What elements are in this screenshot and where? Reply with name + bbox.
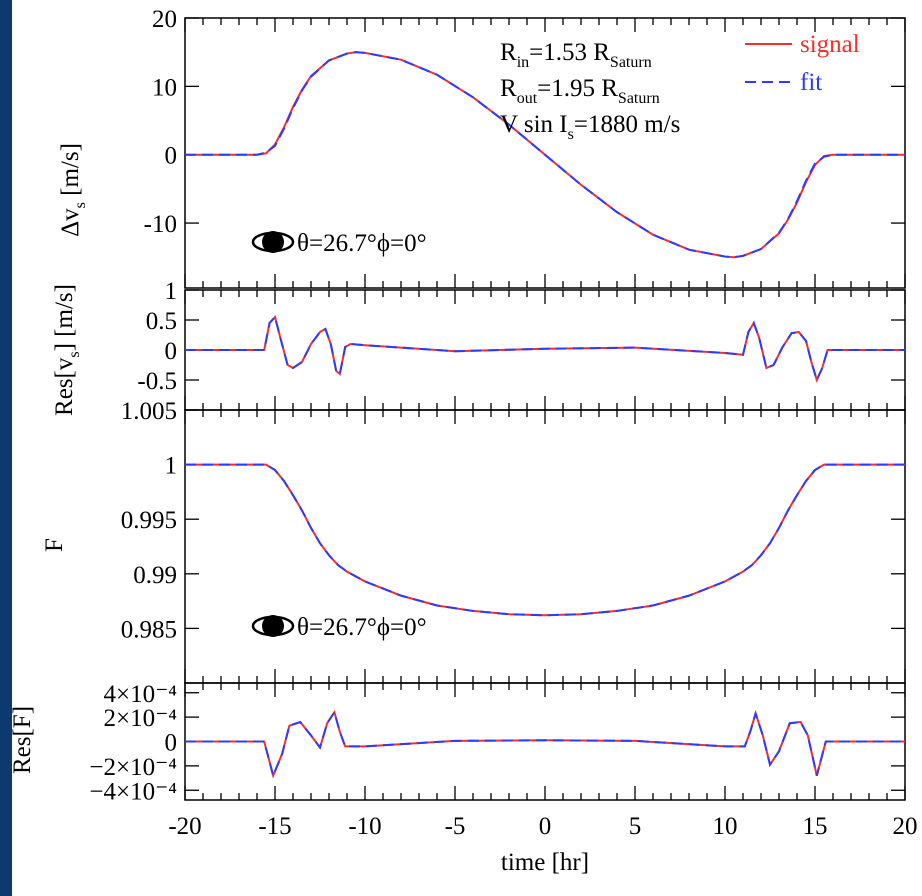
legend-label: fit: [800, 69, 822, 96]
legend-label: signal: [800, 31, 860, 58]
text-part: R: [500, 39, 517, 66]
y-tick-label: 0: [165, 338, 178, 365]
series-line: [185, 51, 905, 259]
x-tick-label: 20: [893, 813, 918, 840]
text-part: R: [500, 75, 517, 102]
x-tick-label: -10: [348, 813, 381, 840]
subscript: Saturn: [610, 54, 652, 71]
y-tick-label: 1: [165, 453, 178, 480]
y-axis-label: Δvs [m/s]: [57, 143, 89, 237]
y-tick-label: 0.99: [133, 562, 177, 589]
series-line: [185, 709, 905, 779]
y-tick-label: −2×10⁻⁴: [89, 754, 177, 781]
y-tick-label: 20: [152, 6, 177, 33]
subscript: s: [568, 126, 574, 143]
x-tick-label: -5: [445, 813, 466, 840]
text-part: =1880 m/s: [574, 111, 680, 138]
text-part: [m/s]: [57, 143, 84, 202]
y-tick-label: -10: [144, 211, 177, 238]
y-tick-label: 0.5: [146, 308, 177, 335]
text-part: Res[v: [51, 357, 78, 416]
subscript: Saturn: [618, 90, 660, 107]
y-tick-label: 0.995: [121, 507, 177, 534]
annotation: Rin=1.53 RSaturn: [500, 39, 652, 71]
y-tick-label: 0: [165, 730, 178, 757]
y-tick-label: 0.985: [121, 616, 177, 643]
x-tick-label: 10: [713, 813, 738, 840]
planet: [262, 615, 284, 637]
annotation: Rout=1.95 RSaturn: [500, 75, 660, 107]
y-tick-label: 1.005: [121, 398, 177, 425]
y-tick-label: 10: [152, 74, 177, 101]
y-axis-label: Res[vs] [m/s]: [51, 284, 83, 416]
x-tick-label: -20: [168, 813, 201, 840]
y-tick-label: 0: [165, 143, 178, 170]
x-axis-label: time [hr]: [501, 849, 589, 876]
plot-background: [12, 0, 922, 896]
subscript: s: [66, 351, 83, 357]
subscript: in: [517, 54, 529, 71]
planet-label: θ=26.7°ϕ=0°: [297, 614, 427, 641]
x-tick-label: 15: [803, 813, 828, 840]
y-tick-label: −4×10⁻⁴: [89, 778, 177, 805]
series-line: [185, 314, 905, 383]
planet: [262, 231, 284, 253]
y-tick-label: -0.5: [137, 368, 177, 395]
x-tick-label: 5: [629, 813, 642, 840]
y-axis-label: Res[F]: [9, 706, 36, 774]
text-part: =1.53 R: [529, 39, 610, 66]
text-part: F: [41, 538, 68, 552]
x-tick-label: -15: [258, 813, 291, 840]
text-part: Δv: [57, 208, 84, 237]
text-part: V sin I: [500, 111, 568, 138]
text-part: Res[F]: [9, 706, 36, 774]
y-axis-label: F: [41, 538, 68, 552]
text-part: ] [m/s]: [51, 284, 78, 351]
y-tick-label: 2×10⁻⁴: [103, 705, 177, 732]
subscript: out: [517, 90, 538, 107]
text-part: =1.95 R: [537, 75, 618, 102]
planet-label: θ=26.7°ϕ=0°: [297, 230, 427, 257]
series-line: [185, 463, 905, 617]
subscript: s: [72, 202, 89, 208]
y-tick-label: 4×10⁻⁴: [103, 681, 177, 708]
x-tick-label: 0: [539, 813, 552, 840]
y-tick-label: 1: [165, 278, 178, 305]
annotation: V sin Is=1880 m/s: [500, 111, 680, 143]
